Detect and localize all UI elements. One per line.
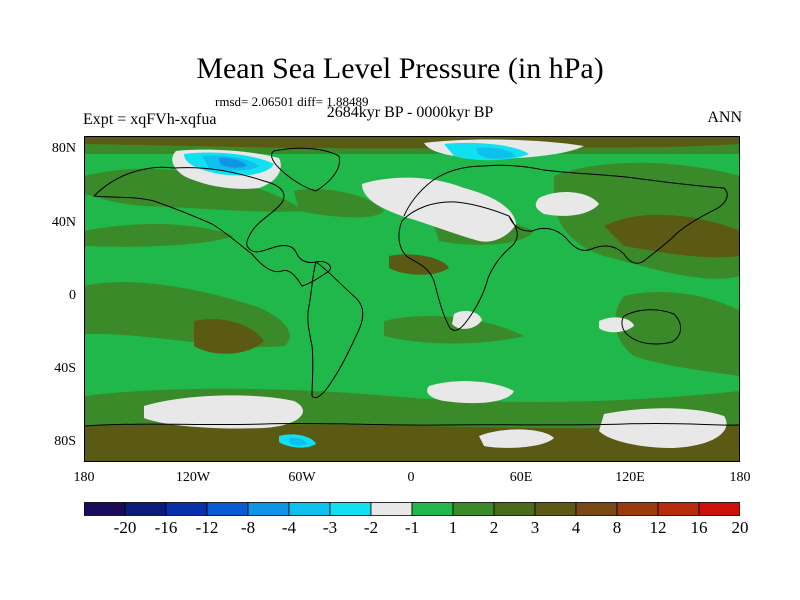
- colorbar-label: -1: [404, 518, 420, 537]
- lon-label-60w: 60W: [288, 470, 316, 485]
- coastlines: [84, 147, 740, 427]
- colorbar-label: 20: [731, 518, 749, 537]
- lat-label-40s: 40S: [54, 361, 76, 376]
- period-text: 2684kyr BP - 0000kyr BP: [326, 104, 494, 121]
- colorbar-swatch: [534, 502, 577, 516]
- map-title: Mean Sea Level Pressure (in hPa): [196, 52, 604, 85]
- colorbar: [84, 502, 740, 516]
- colorbar-label: -12: [195, 518, 219, 537]
- colorbar-swatch: [370, 502, 413, 516]
- colorbar-label: -3: [322, 518, 338, 537]
- lat-label-80n: 80N: [51, 141, 76, 156]
- colorbar-swatch: [329, 502, 372, 516]
- lon-label-180e: 180: [729, 470, 751, 485]
- lon-label-0: 0: [407, 470, 415, 485]
- colorbar-swatch: [657, 502, 700, 516]
- experiment-label: Expt = xqFVh-xqfua: [83, 111, 217, 128]
- colorbar-label: 3: [530, 518, 540, 537]
- lat-label-80s: 80S: [54, 434, 76, 449]
- colorbar-label: -2: [363, 518, 379, 537]
- lon-label-120w: 120W: [175, 470, 211, 485]
- colorbar-swatch: [247, 502, 290, 516]
- colorbar-swatch: [124, 502, 167, 516]
- map-frame: [84, 136, 740, 462]
- colorbar-label: 8: [612, 518, 622, 537]
- season-label: ANN: [707, 109, 742, 126]
- colorbar-swatch: [698, 502, 740, 516]
- colorbar-swatch: [84, 502, 126, 516]
- lat-label-0: 0: [69, 288, 76, 303]
- colorbar-label: -20: [113, 518, 137, 537]
- colorbar-label: -4: [281, 518, 297, 537]
- colorbar-swatch: [411, 502, 454, 516]
- colorbar-label: -16: [154, 518, 178, 537]
- colorbar-label: -8: [240, 518, 256, 537]
- colorbar-swatch: [616, 502, 659, 516]
- colorbar-label: 4: [571, 518, 581, 537]
- colorbar-swatch: [288, 502, 331, 516]
- pressure-map: [84, 136, 740, 462]
- lon-label-120e: 120E: [615, 470, 645, 485]
- lon-label-180w: 180: [73, 470, 95, 485]
- colorbar-swatch: [452, 502, 495, 516]
- colorbar-label: 1: [448, 518, 458, 537]
- colorbar-label: 12: [649, 518, 667, 537]
- field-negative: [184, 142, 529, 448]
- colorbar-swatch: [575, 502, 618, 516]
- lat-label-40n: 40N: [51, 215, 76, 230]
- lon-label-60e: 60E: [509, 470, 533, 485]
- stats-text: rmsd= 2.06501 diff= 1.88489: [215, 94, 369, 109]
- colorbar-label: 16: [690, 518, 708, 537]
- colorbar-swatch: [165, 502, 208, 516]
- colorbar-label: 2: [489, 518, 499, 537]
- colorbar-swatch: [493, 502, 536, 516]
- colorbar-swatch: [206, 502, 249, 516]
